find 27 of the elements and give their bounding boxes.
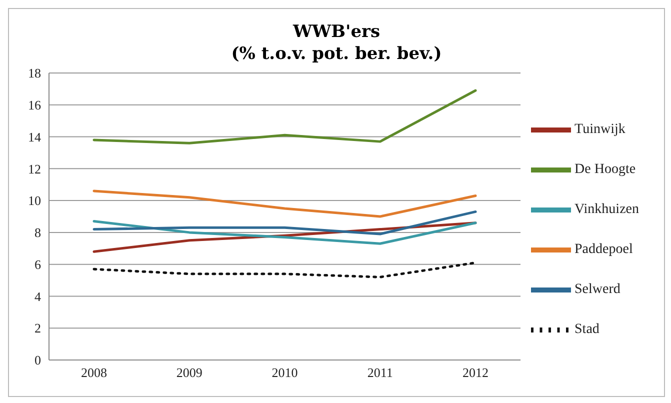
line-series <box>92 190 477 218</box>
x-tick-label: 2011 <box>367 365 393 380</box>
y-tick-label: 10 <box>28 193 41 208</box>
legend-label: Selwerd <box>574 282 620 298</box>
legend-label: De Hoogte <box>574 162 636 178</box>
x-tick-label: 2010 <box>272 365 298 380</box>
y-tick-label: 14 <box>28 129 42 144</box>
x-tick-label: 2012 <box>462 365 489 380</box>
line-series <box>92 210 477 236</box>
legend-label: Paddepoel <box>574 242 633 258</box>
legend-label: Vinkhuizen <box>574 202 639 218</box>
y-tick-label: 2 <box>34 320 41 336</box>
y-tick-label: 4 <box>34 288 42 304</box>
y-tick-label: 6 <box>34 256 42 272</box>
line-series <box>92 261 477 278</box>
y-tick-label: 8 <box>34 225 41 240</box>
legend-label: Stad <box>574 322 600 338</box>
y-tick-label: 16 <box>28 98 42 113</box>
y-tick-label: 18 <box>28 66 41 81</box>
y-tick-label: 12 <box>28 161 41 176</box>
chart-title: WWB'ers (% t.o.v. pot. ber. bev.) <box>230 21 443 65</box>
y-tick-label: 0 <box>34 352 41 368</box>
line-series <box>92 220 477 245</box>
x-tick-label: 2008 <box>81 365 107 380</box>
x-tick-label: 2009 <box>176 365 202 380</box>
line-series <box>92 89 477 144</box>
legend-label: Tuinwijk <box>574 122 626 138</box>
